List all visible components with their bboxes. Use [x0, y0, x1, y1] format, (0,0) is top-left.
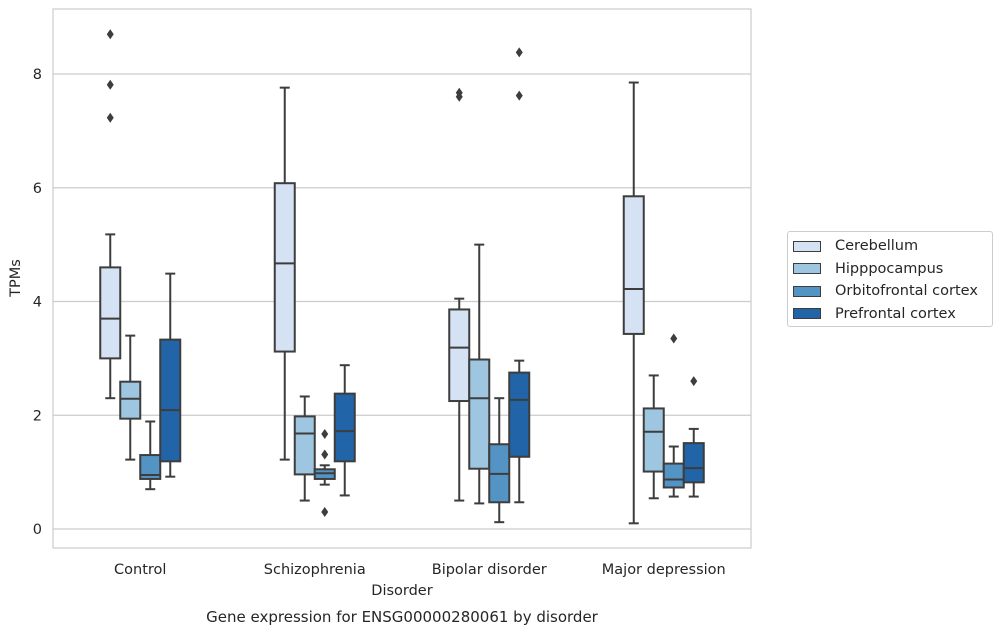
legend-swatch [793, 308, 821, 320]
outlier-point [106, 79, 114, 90]
box-cerebellum [99, 29, 122, 400]
iqr-box [99, 266, 122, 360]
x-tick-label: Schizophrenia [264, 562, 366, 578]
outlier-point [670, 333, 678, 344]
box-hipppocampus [119, 334, 142, 461]
legend-item: Hipppocampus [793, 258, 992, 281]
iqr-box [273, 182, 296, 353]
iqr-box [642, 407, 665, 473]
legend-swatch [793, 263, 821, 275]
x-tick-label: Control [114, 562, 166, 578]
box-hipppocampus [293, 395, 316, 502]
outlier-point [321, 506, 329, 517]
box-cerebellum [622, 81, 645, 525]
x-axis-label: Disorder [371, 583, 432, 599]
legend-label: Orbitofrontal cortex [835, 283, 978, 300]
box-prefrontal-cortex [159, 272, 182, 478]
plot-frame [52, 8, 752, 549]
box-prefrontal-cortex [333, 364, 356, 497]
legend-item: Prefrontal cortex [793, 303, 992, 326]
outlier-point [321, 449, 329, 460]
x-tick-label: Bipolar disorder [432, 562, 547, 578]
outlier-point [106, 112, 114, 123]
box-cerebellum [273, 86, 296, 461]
y-tick-label: 6 [33, 181, 42, 197]
box-hipppocampus [468, 243, 491, 505]
iqr-box [333, 392, 356, 463]
iqr-box [448, 308, 471, 403]
legend-item: Orbitofrontal cortex [793, 280, 992, 303]
y-tick-label: 2 [33, 408, 42, 424]
y-tick-label: 4 [33, 295, 42, 311]
iqr-box [119, 380, 142, 420]
legend: Cerebellum Hipppocampus Orbitofrontal cort… [787, 231, 993, 327]
y-tick-label: 8 [33, 67, 42, 83]
iqr-box [468, 358, 491, 470]
iqr-box [293, 415, 316, 476]
box-orbitofrontal-cortex [313, 429, 336, 517]
legend-swatch [793, 285, 821, 297]
iqr-box [622, 195, 645, 335]
iqr-box [508, 371, 531, 458]
iqr-box [682, 442, 705, 484]
outlier-point [690, 376, 698, 387]
y-tick-labels: 0 2 4 6 8 [33, 67, 42, 538]
box-prefrontal-cortex [508, 47, 531, 504]
legend-item: Cerebellum [793, 235, 992, 258]
box-prefrontal-cortex [682, 376, 705, 498]
box-cerebellum [448, 87, 471, 502]
iqr-box [139, 454, 162, 480]
iqr-box [662, 462, 685, 489]
legend-label: Cerebellum [835, 238, 919, 255]
outlier-point [515, 90, 523, 101]
outlier-point [455, 87, 463, 98]
box-hipppocampus [642, 374, 665, 500]
box-orbitofrontal-cortex [488, 397, 511, 524]
y-axis-label: TPMs [8, 259, 24, 298]
outlier-point [515, 47, 523, 58]
x-tick-label: Major depression [602, 562, 726, 578]
legend-label: Prefrontal cortex [835, 305, 956, 322]
y-tick-label: 0 [33, 522, 42, 538]
outlier-point [106, 29, 114, 40]
box-orbitofrontal-cortex [139, 420, 162, 491]
box-orbitofrontal-cortex [662, 333, 685, 498]
legend-swatch [793, 240, 821, 252]
iqr-box [159, 338, 182, 463]
boxes-layer [99, 29, 705, 525]
outlier-point [321, 429, 329, 440]
legend-label: Hipppocampus [835, 260, 944, 277]
x-tick-labels: Control Schizophrenia Bipolar disorder Majo… [114, 562, 726, 578]
chart-caption: Gene expression for ENSG00000280061 by d… [206, 608, 599, 626]
